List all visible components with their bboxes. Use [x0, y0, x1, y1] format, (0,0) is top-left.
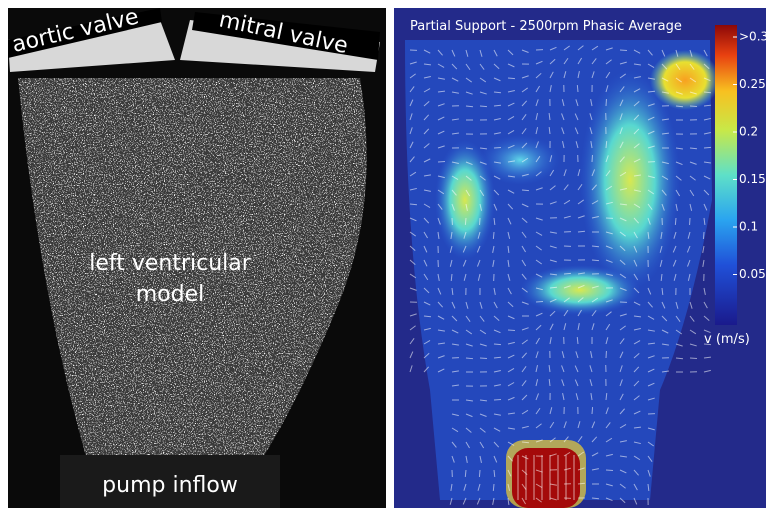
colorbar-tick-label: 0.1 [739, 220, 758, 234]
colorbar-tick-label: >0.3 [739, 30, 766, 44]
vector [480, 106, 487, 107]
vector [438, 161, 445, 162]
vector [676, 358, 683, 359]
vector [479, 470, 480, 477]
vector [522, 442, 529, 443]
colorbar-tick-label: 0.2 [739, 125, 758, 139]
right-panel: Partial Support - 2500rpm Phasic Average… [394, 8, 766, 508]
inflow-label: pump inflow [102, 473, 238, 498]
vector [494, 344, 501, 345]
vector [690, 106, 697, 107]
vector [577, 85, 578, 92]
vector [480, 358, 487, 359]
colorbar-label: v (m/s) [704, 332, 750, 347]
vector [704, 147, 711, 148]
vector [675, 218, 676, 225]
vector [466, 358, 473, 359]
vector [703, 232, 704, 239]
colorbar-tick-label: 0.05 [739, 267, 766, 281]
vector [465, 218, 466, 225]
colorbar-tick-label: 0.25 [739, 77, 766, 91]
figure: aortic valve mitral valve left ventricul… [0, 0, 766, 509]
vector [690, 358, 697, 359]
velocity-blob [520, 265, 640, 315]
vector [592, 407, 593, 414]
vector [522, 190, 529, 191]
panel-title: Partial Support - 2500rpm Phasic Average [410, 19, 682, 34]
vector [493, 484, 494, 491]
velocity-blob [480, 135, 560, 185]
vector [564, 273, 571, 274]
vector [606, 141, 607, 148]
vector [494, 147, 501, 148]
vector [508, 78, 515, 79]
vector [465, 470, 466, 477]
vector [704, 92, 711, 93]
vector [592, 260, 599, 261]
colorbar-tick-label: 0.15 [739, 172, 766, 186]
model-label: left ventricular [89, 251, 252, 276]
model-label: model [136, 282, 205, 307]
vector [493, 232, 494, 239]
colorbar [715, 25, 737, 325]
left-panel: aortic valve mitral valve left ventricul… [8, 4, 386, 508]
